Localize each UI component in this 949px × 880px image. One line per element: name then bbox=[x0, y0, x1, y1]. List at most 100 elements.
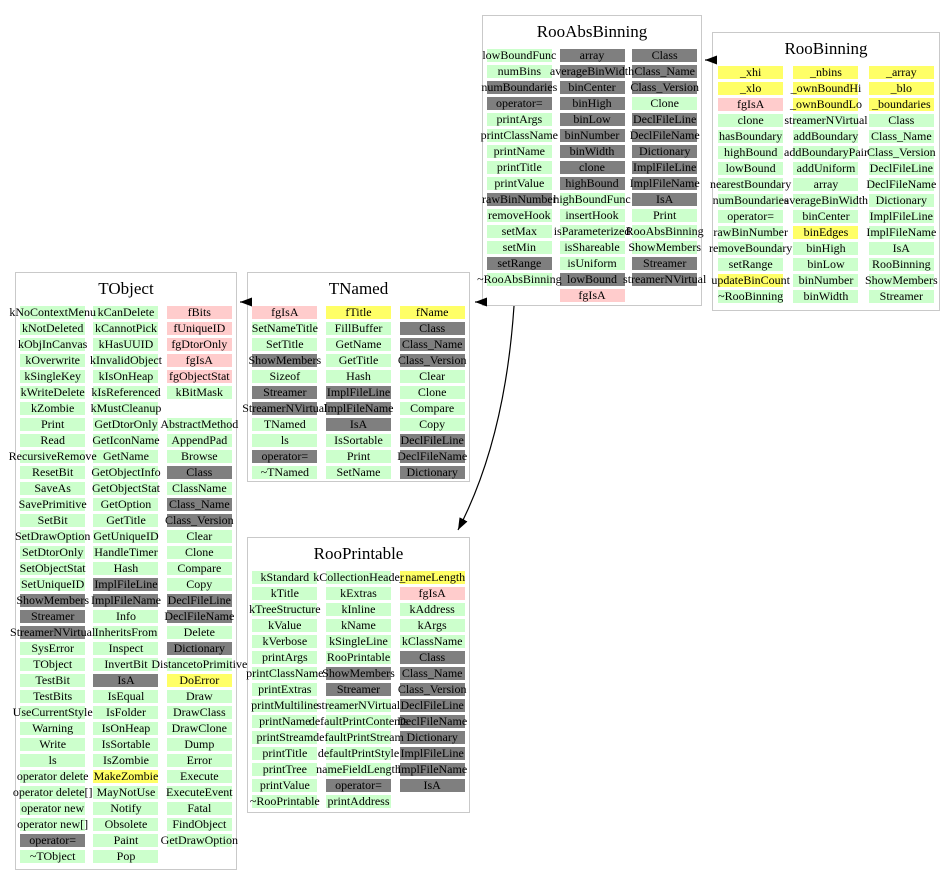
member-_ownBoundLo[interactable]: _ownBoundLo bbox=[789, 97, 862, 111]
member-fgIsA[interactable]: fgIsA bbox=[718, 98, 784, 111]
member-Execute[interactable]: Execute bbox=[166, 770, 232, 783]
member-fUniqueID[interactable]: fUniqueID bbox=[166, 322, 232, 335]
member-fgIsA[interactable]: fgIsA bbox=[399, 587, 465, 600]
member-printArgs[interactable]: printArgs bbox=[486, 113, 552, 126]
member-ShowMembers[interactable]: ShowMembers bbox=[248, 353, 322, 367]
member-HandleTimer[interactable]: HandleTimer bbox=[93, 545, 159, 559]
member-Class_Name[interactable]: Class_Name bbox=[632, 65, 698, 78]
member-Print[interactable]: Print bbox=[632, 209, 698, 222]
member-hasBoundary[interactable]: hasBoundary bbox=[718, 129, 784, 143]
member-Sizeof[interactable]: Sizeof bbox=[252, 370, 318, 383]
member-operator new[interactable]: operator new bbox=[20, 801, 86, 815]
member-binCenter[interactable]: binCenter bbox=[793, 210, 859, 223]
member-kTreeStructure[interactable]: kTreeStructure bbox=[249, 602, 321, 616]
member-Dictionary[interactable]: Dictionary bbox=[399, 466, 465, 479]
member-ImplFileName[interactable]: ImplFileName bbox=[323, 401, 394, 415]
member-fBits[interactable]: fBits bbox=[166, 306, 232, 319]
member-averageBinWidth[interactable]: averageBinWidth bbox=[549, 64, 635, 78]
member-_ownBoundHi[interactable]: _ownBoundHi bbox=[790, 81, 862, 95]
member-ShowMembers[interactable]: ShowMembers bbox=[628, 240, 702, 254]
member-FindObject[interactable]: FindObject bbox=[166, 818, 232, 831]
member-binNumber[interactable]: binNumber bbox=[559, 129, 625, 142]
member-SetTitle[interactable]: SetTitle bbox=[252, 338, 318, 351]
member-rawBinNumber[interactable]: rawBinNumber bbox=[482, 192, 557, 206]
member-operator=[interactable]: operator= bbox=[486, 97, 552, 110]
member-Class_Name[interactable]: Class_Name bbox=[868, 130, 934, 143]
member-kOverwrite[interactable]: kOverwrite bbox=[20, 354, 86, 367]
member-addUniform[interactable]: addUniform bbox=[793, 162, 859, 175]
member-binCenter[interactable]: binCenter bbox=[559, 81, 625, 94]
member-fgObjectStat[interactable]: fgObjectStat bbox=[166, 370, 232, 383]
member-kClassName[interactable]: kClassName bbox=[399, 635, 465, 648]
member-fgIsA[interactable]: fgIsA bbox=[166, 354, 232, 367]
member-setMin[interactable]: setMin bbox=[486, 241, 552, 254]
member-Dump[interactable]: Dump bbox=[166, 738, 232, 751]
member-GetOption[interactable]: GetOption bbox=[93, 498, 159, 511]
member-DistancetoPrimitive[interactable]: DistancetoPrimitive bbox=[151, 657, 248, 671]
member-operator new[][interactable]: operator new[] bbox=[17, 817, 89, 831]
member-DeclFileLine[interactable]: DeclFileLine bbox=[399, 698, 465, 712]
member-streamerNVirtual[interactable]: streamerNVirtual bbox=[623, 272, 707, 286]
member-Class_Version[interactable]: Class_Version bbox=[397, 682, 467, 696]
member-fgDtorOnly[interactable]: fgDtorOnly bbox=[166, 338, 232, 351]
member-Warning[interactable]: Warning bbox=[20, 722, 86, 735]
member-GetName[interactable]: GetName bbox=[326, 338, 391, 351]
class-title-rooabsbinning[interactable]: RooAbsBinning bbox=[536, 22, 648, 41]
member-SetDtorOnly[interactable]: SetDtorOnly bbox=[20, 545, 86, 559]
member-Class[interactable]: Class bbox=[632, 49, 698, 62]
member-GetIconName[interactable]: GetIconName bbox=[92, 433, 160, 447]
member-kInline[interactable]: kInline bbox=[326, 603, 391, 616]
member-Clone[interactable]: Clone bbox=[399, 386, 465, 399]
member-IsA[interactable]: IsA bbox=[93, 674, 159, 687]
member-GetObjectStat[interactable]: GetObjectStat bbox=[92, 481, 160, 495]
member-AbstractMethod[interactable]: AbstractMethod bbox=[160, 417, 239, 431]
member-Dictionary[interactable]: Dictionary bbox=[166, 642, 232, 655]
member-Pop[interactable]: Pop bbox=[93, 850, 159, 863]
member-ShowMembers[interactable]: ShowMembers bbox=[322, 666, 395, 680]
member-DeclFileName[interactable]: DeclFileName bbox=[629, 128, 700, 142]
member-GetName[interactable]: GetName bbox=[93, 450, 159, 463]
member-setRange[interactable]: setRange bbox=[718, 258, 784, 271]
member-numBoundaries[interactable]: numBoundaries bbox=[712, 193, 789, 207]
member-ImplFileName[interactable]: ImplFileName bbox=[91, 593, 161, 607]
member-ls[interactable]: ls bbox=[252, 434, 318, 447]
member-UseCurrentStyle[interactable]: UseCurrentStyle bbox=[12, 705, 93, 719]
member-addBoundary[interactable]: addBoundary bbox=[793, 129, 859, 143]
member-DeclFileName[interactable]: DeclFileName bbox=[164, 609, 235, 623]
member-Fatal[interactable]: Fatal bbox=[166, 802, 232, 815]
member-clone[interactable]: clone bbox=[559, 161, 625, 174]
member-operator delete[interactable]: operator delete bbox=[16, 769, 89, 783]
member-ImplFileLine[interactable]: ImplFileLine bbox=[399, 746, 465, 760]
member-IsSortable[interactable]: IsSortable bbox=[326, 434, 391, 447]
member-DeclFileLine[interactable]: DeclFileLine bbox=[868, 161, 934, 175]
member-Delete[interactable]: Delete bbox=[166, 626, 232, 639]
class-title-rooprintable[interactable]: RooPrintable bbox=[313, 544, 404, 563]
member-IsSortable[interactable]: IsSortable bbox=[93, 738, 159, 751]
member-GetDtorOnly[interactable]: GetDtorOnly bbox=[93, 417, 159, 431]
member-GetTitle[interactable]: GetTitle bbox=[93, 514, 159, 527]
member-lowBound[interactable]: lowBound bbox=[559, 273, 625, 286]
member-Class[interactable]: Class bbox=[399, 651, 465, 664]
member-Browse[interactable]: Browse bbox=[166, 450, 232, 463]
member-operator=[interactable]: operator= bbox=[718, 210, 784, 223]
member-kIsReferenced[interactable]: kIsReferenced bbox=[91, 385, 161, 399]
member-IsEqual[interactable]: IsEqual bbox=[93, 690, 159, 703]
member-Compare[interactable]: Compare bbox=[166, 562, 232, 575]
member-printArgs[interactable]: printArgs bbox=[252, 651, 318, 664]
member-Paint[interactable]: Paint bbox=[93, 834, 159, 847]
member-operator delete[][interactable]: operator delete[] bbox=[12, 785, 93, 799]
member-IsA[interactable]: IsA bbox=[399, 779, 465, 792]
member-IsFolder[interactable]: IsFolder bbox=[93, 706, 159, 719]
member-Clear[interactable]: Clear bbox=[399, 370, 465, 383]
member-Print[interactable]: Print bbox=[20, 418, 86, 431]
member-array[interactable]: array bbox=[559, 49, 625, 62]
member-ResetBit[interactable]: ResetBit bbox=[20, 466, 86, 479]
member-RooBinning[interactable]: RooBinning bbox=[868, 258, 934, 271]
member-rawBinNumber[interactable]: rawBinNumber bbox=[713, 225, 788, 239]
member-InvertBit[interactable]: InvertBit bbox=[93, 658, 159, 671]
member-isParameterized[interactable]: isParameterized bbox=[553, 224, 631, 238]
member-kBitMask[interactable]: kBitMask bbox=[166, 386, 232, 399]
member-Streamer[interactable]: Streamer bbox=[868, 290, 934, 303]
member-fgIsA[interactable]: fgIsA bbox=[559, 289, 625, 302]
member-Compare[interactable]: Compare bbox=[399, 402, 465, 415]
